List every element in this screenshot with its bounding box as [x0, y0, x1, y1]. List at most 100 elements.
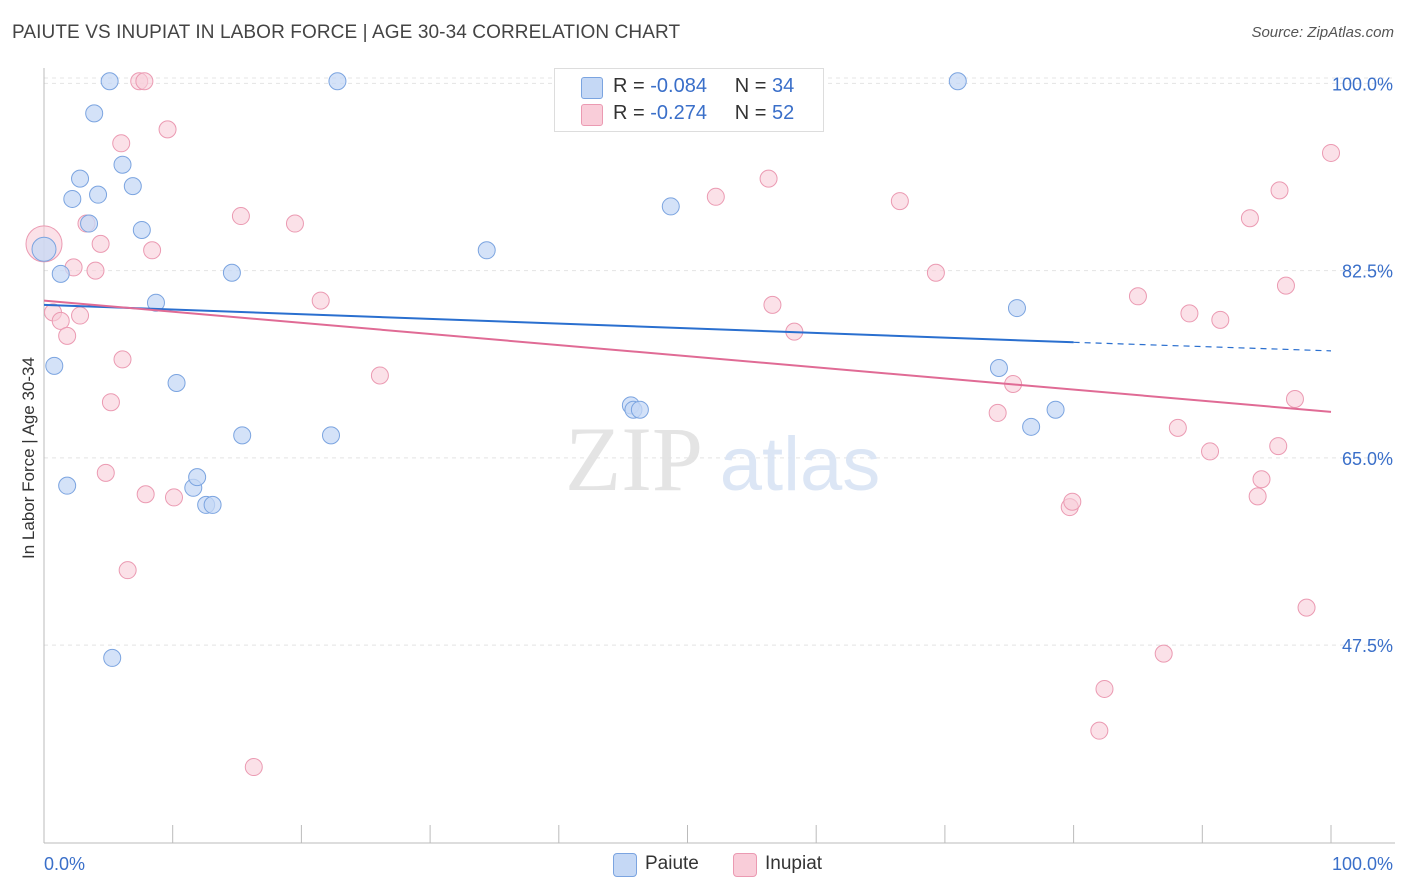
y-tick-label: 82.5% [1342, 262, 1393, 282]
chart-title: PAIUTE VS INUPIAT IN LABOR FORCE | AGE 3… [12, 22, 681, 43]
x-tick-label-min: 0.0% [44, 854, 85, 874]
series-legend: Paiute Inupiat [0, 852, 1406, 878]
inupiat-legend-icon [733, 853, 757, 877]
inupiat-point [91, 234, 110, 253]
inupiat-point [1090, 721, 1109, 740]
inupiat-point [926, 263, 945, 282]
y-tick-label: 100.0% [1332, 74, 1393, 94]
inupiat-point [1211, 310, 1230, 329]
paiute-trend-line [43, 303, 1074, 344]
paiute-point [630, 400, 649, 419]
paiute-r-value: -0.084 [650, 75, 707, 97]
inupiat-point [1269, 437, 1288, 456]
paiute-r-label: R = [613, 75, 651, 97]
x-tick-label-max: 100.0% [1332, 854, 1393, 874]
paiute-point [661, 197, 680, 216]
paiute-legend-label: Paiute [645, 853, 699, 874]
inupiat-point [1128, 287, 1147, 306]
inupiat-point [370, 366, 389, 385]
paiute-point [71, 169, 90, 188]
paiute-points [31, 72, 1065, 667]
source-credit: Source: ZipAtlas.com [1251, 24, 1394, 41]
inupiat-trend-line [43, 299, 1332, 413]
paiute-trend-extension [1073, 341, 1332, 352]
paiute-point [103, 648, 122, 667]
inupiat-point [988, 403, 1007, 422]
paiute-point [1007, 299, 1026, 318]
paiute-point [80, 214, 99, 233]
y-tick-label: 47.5% [1342, 636, 1393, 656]
paiute-point [167, 373, 186, 392]
inupiat-point [759, 169, 778, 188]
inupiat-point [113, 350, 132, 369]
paiute-point [1046, 400, 1065, 419]
inupiat-point [112, 134, 131, 153]
inupiat-point [1240, 209, 1259, 228]
paiute-point [477, 241, 496, 260]
watermark: ZIP atlas [565, 408, 880, 510]
inupiat-point [158, 120, 177, 139]
inupiat-point [706, 187, 725, 206]
tick-labels: 47.5% 65.0% 82.5% 100.0% 0.0% 100.0% [44, 74, 1393, 874]
paiute-point [322, 426, 341, 445]
inupiat-point [1276, 276, 1295, 295]
inupiat-point [101, 393, 120, 412]
paiute-point [100, 72, 119, 91]
paiute-point [63, 189, 82, 208]
paiute-point [58, 476, 77, 495]
paiute-n-label: N = [734, 75, 773, 97]
paiute-n-value: 34 [772, 75, 795, 97]
inupiat-point [51, 311, 70, 330]
paiute-point [222, 263, 241, 282]
inupiat-point [164, 488, 183, 507]
inupiat-point [1168, 418, 1187, 437]
inupiat-point [1063, 492, 1082, 511]
inupiat-point [244, 758, 263, 777]
paiute-point [31, 236, 57, 262]
inupiat-point [1180, 304, 1199, 323]
inupiat-point [231, 207, 250, 226]
inupiat-r-value: -0.274 [650, 102, 707, 124]
watermark-atlas: atlas [720, 422, 881, 507]
inupiat-point [1248, 487, 1267, 506]
inupiat-point [285, 214, 304, 233]
paiute-point [989, 358, 1008, 377]
inupiat-point [58, 326, 77, 345]
inupiat-point [311, 291, 330, 310]
paiute-point [1022, 417, 1041, 436]
paiute-point [113, 155, 132, 174]
inupiat-point [96, 463, 115, 482]
inupiat-point [763, 295, 782, 314]
inupiat-point [143, 241, 162, 260]
inupiat-swatch-icon [581, 104, 603, 126]
paiute-point [233, 426, 252, 445]
watermark-zip: ZIP [565, 408, 703, 510]
inupiat-point [136, 485, 155, 504]
inupiat-point [1297, 598, 1316, 617]
paiute-point [203, 495, 222, 514]
inupiat-legend-label: Inupiat [765, 853, 823, 874]
y-axis-label: In Labor Force | Age 30-34 [19, 357, 38, 559]
inupiat-r-label: R = [613, 102, 651, 124]
inupiat-point [71, 306, 90, 325]
trend-lines [43, 299, 1332, 413]
inupiat-point [118, 561, 137, 580]
inupiat-point [86, 261, 105, 280]
paiute-point [132, 220, 151, 239]
grid-lines [44, 77, 1395, 646]
inupiat-n-value: 52 [772, 102, 795, 124]
paiute-legend-icon [613, 853, 637, 877]
inupiat-point [1095, 679, 1114, 698]
inupiat-point [1154, 644, 1173, 663]
paiute-point [123, 177, 142, 196]
y-tick-label: 65.0% [1342, 449, 1393, 469]
axes [43, 68, 1395, 844]
inupiat-n-label: N = [734, 102, 773, 124]
paiute-point [85, 104, 104, 123]
inupiat-point [135, 72, 154, 91]
paiute-point [328, 72, 347, 91]
inupiat-point [1285, 390, 1304, 409]
paiute-point [188, 468, 207, 487]
inupiat-point [1252, 470, 1271, 489]
